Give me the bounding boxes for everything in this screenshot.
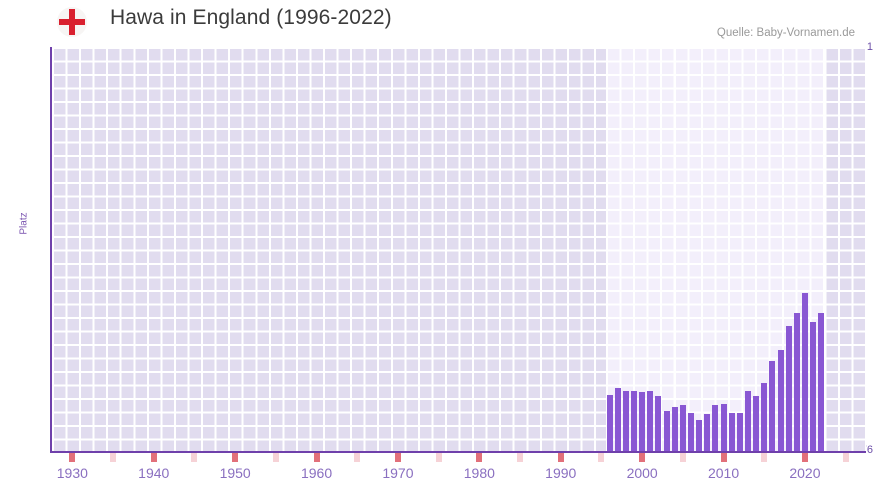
x-axis-tick-mark-1965 [354, 453, 361, 462]
x-axis-tick-label-2020: 2020 [789, 465, 821, 481]
bar-2011[interactable] [728, 412, 735, 452]
x-axis-tick-mark-2000 [639, 453, 646, 462]
x-axis-tick-mark-1940 [150, 453, 157, 462]
x-axis-tick-label-2010: 2010 [707, 465, 740, 481]
x-axis-tick-label-1990: 1990 [545, 465, 577, 481]
bar-2020[interactable] [801, 292, 808, 452]
x-axis-tick-label-1980: 1980 [463, 465, 495, 481]
bar-2017[interactable] [777, 349, 784, 452]
bar-2006[interactable] [687, 412, 694, 452]
bar-2013[interactable] [744, 390, 751, 452]
y-axis-tick-top: 1 [866, 41, 873, 53]
y-axis-title: Platz [18, 212, 30, 235]
bar-1999[interactable] [631, 390, 637, 452]
bar-2014[interactable] [753, 395, 760, 452]
flag-cross-vertical [69, 9, 75, 35]
bar-2019[interactable] [793, 313, 800, 452]
x-axis-tick-mark-2020 [801, 453, 808, 462]
bar-2016[interactable] [769, 360, 776, 452]
bar-1997[interactable] [614, 388, 621, 452]
x-axis-tick-mark-2010 [720, 453, 727, 462]
x-axis-tick-mark-1970 [394, 453, 401, 462]
x-axis-tick-mark-2025 [842, 453, 849, 462]
bar-2022[interactable] [818, 313, 825, 452]
bar-2018[interactable] [785, 326, 792, 452]
plot-area [52, 47, 866, 452]
chart-title: Hawa in England (1996-2022) [110, 6, 392, 29]
x-axis-line [50, 451, 866, 453]
bar-2021[interactable] [810, 322, 817, 452]
bar-2005[interactable] [679, 405, 686, 452]
x-axis-tick-label-1960: 1960 [300, 465, 333, 481]
bar-2000[interactable] [639, 391, 646, 452]
x-axis-tick-mark-1985 [517, 453, 524, 462]
bar-2010[interactable] [720, 404, 727, 452]
x-axis-tick-label-1950: 1950 [219, 465, 251, 481]
x-axis-tick-mark-1980 [476, 453, 483, 462]
bar-2003[interactable] [663, 410, 670, 452]
bar-2009[interactable] [712, 405, 719, 452]
y-axis-line [50, 47, 52, 453]
bar-2015[interactable] [761, 382, 768, 452]
x-axis-tick-mark-2015 [761, 453, 768, 462]
x-axis-tick-label-1970: 1970 [382, 465, 414, 481]
bar-2008[interactable] [704, 413, 711, 452]
x-axis-tick-mark-1995 [598, 453, 605, 462]
x-axis-tick-mark-1975 [435, 453, 442, 462]
x-axis-tick-mark-1950 [232, 453, 239, 462]
bar-2007[interactable] [696, 419, 703, 452]
bar-2004[interactable] [671, 406, 678, 452]
bar-2002[interactable] [655, 395, 662, 452]
bar-2012[interactable] [736, 412, 743, 452]
bar-1996[interactable] [606, 395, 613, 452]
england-flag-icon [57, 7, 87, 37]
source-note: Quelle: Baby-Vornamen.de [716, 27, 855, 39]
x-axis-tick-mark-2005 [679, 453, 686, 462]
x-axis-tick-label-1940: 1940 [138, 465, 170, 481]
x-axis-tick-label-2000: 2000 [626, 465, 658, 481]
x-axis-tick-label-1930: 1930 [56, 465, 88, 481]
x-axis-tick-mark-1935 [110, 453, 117, 462]
chart-header: Hawa in England (1996-2022) Quelle: Baby… [0, 0, 873, 44]
x-axis-tick-mark-1960 [313, 453, 320, 462]
x-axis-tick-mark-1945 [191, 453, 198, 462]
x-axis-tick-mark-1930 [69, 453, 76, 462]
x-axis-tick-mark-1990 [557, 453, 564, 462]
x-axis-tick-mark-1955 [272, 453, 279, 462]
bar-1998[interactable] [622, 390, 629, 452]
bar-2001[interactable] [647, 390, 654, 452]
